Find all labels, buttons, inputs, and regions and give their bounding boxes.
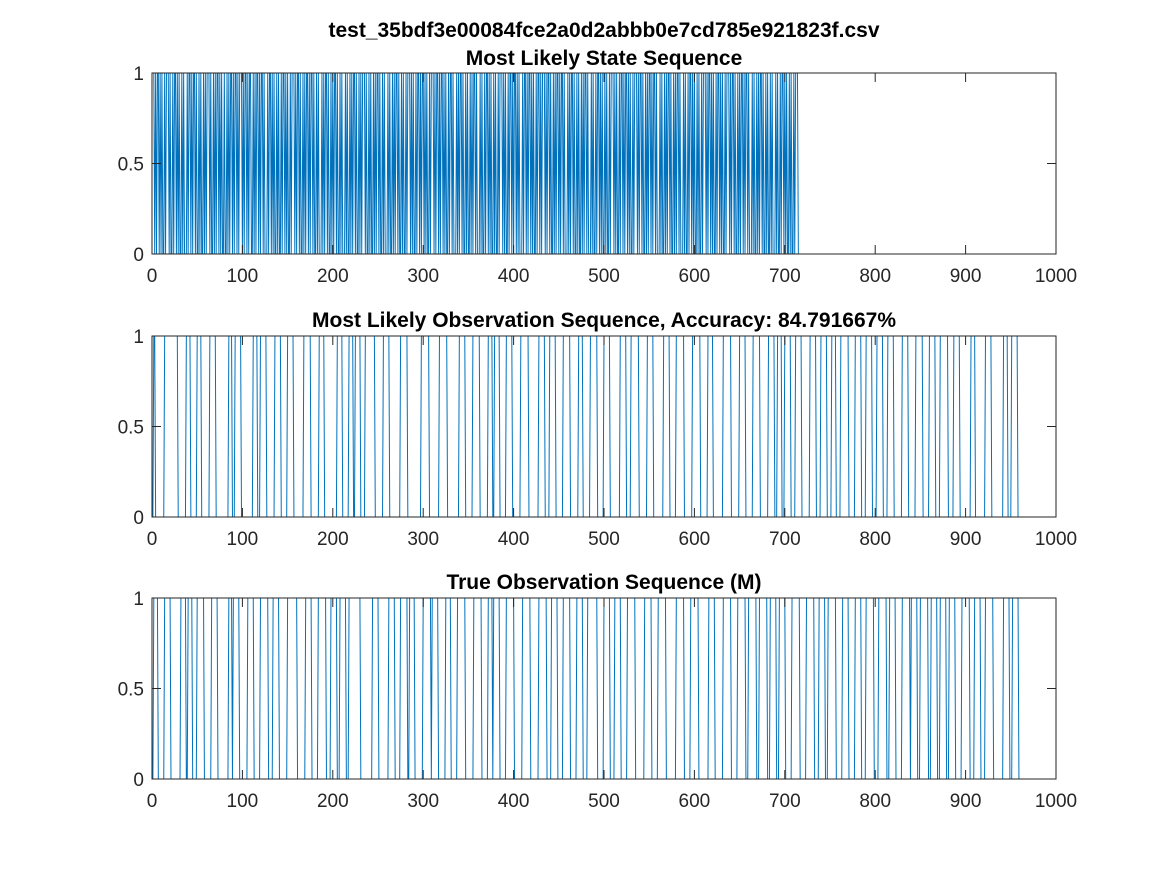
x-tick-label: 700 [769, 266, 801, 287]
y-tick-label: 1 [133, 589, 144, 610]
x-tick-label: 600 [679, 529, 711, 550]
x-tick-label: 700 [769, 529, 801, 550]
subplot-title: Most Likely State Sequence [466, 47, 743, 70]
plot-area: 0 100 200 300 400 500 600 700 800 900 1000 0 0.5 1 [118, 327, 1078, 550]
x-tick-label: 100 [227, 266, 259, 287]
x-tick-label: 600 [679, 266, 711, 287]
x-tick-label: 800 [859, 529, 891, 550]
x-tick-label: 800 [859, 266, 891, 287]
subplot-observation-sequence: Most Likely Observation Sequence, Accura… [118, 309, 1078, 550]
x-tick-label: 900 [950, 529, 982, 550]
y-tick-label: 1 [133, 327, 144, 348]
x-tick-label: 400 [498, 266, 530, 287]
x-tick-label: 400 [498, 529, 530, 550]
plot-area: 0 100 200 300 400 500 600 700 800 900 1000 0 0.5 1 [118, 64, 1078, 287]
y-tick-label: 0.5 [118, 418, 144, 439]
y-tick-label: 1 [133, 64, 144, 85]
x-tick-label: 200 [317, 266, 349, 287]
x-tick-label: 200 [317, 529, 349, 550]
x-tick-label: 0 [147, 529, 158, 550]
x-tick-label: 300 [407, 791, 439, 812]
series-line [152, 72, 1020, 255]
y-tick-label: 0 [133, 245, 144, 266]
x-tick-label: 500 [588, 529, 620, 550]
y-tick-label: 0 [133, 508, 144, 529]
plot-area: 0 100 200 300 400 500 600 700 800 900 1000 0 0.5 1 [118, 589, 1078, 812]
x-tick-label: 200 [317, 791, 349, 812]
x-tick-label: 500 [588, 791, 620, 812]
x-tick-label: 0 [147, 266, 158, 287]
x-tick-label: 500 [588, 266, 620, 287]
x-tick-label: 1000 [1035, 791, 1077, 812]
x-tick-label: 100 [227, 791, 259, 812]
series-line [152, 335, 1020, 518]
subplot-true-observation-sequence: True Observation Sequence (M) 0 100 200 300… [118, 571, 1078, 812]
series-line [152, 597, 1020, 780]
x-tick-label: 100 [227, 529, 259, 550]
subplot-state-sequence: Most Likely State Sequence 0 100 200 300 400… [118, 47, 1078, 287]
x-tick-label: 700 [769, 791, 801, 812]
x-tick-label: 600 [679, 791, 711, 812]
y-tick-label: 0 [133, 770, 144, 791]
x-tick-label: 900 [950, 266, 982, 287]
y-tick-label: 0.5 [118, 680, 144, 701]
x-tick-label: 800 [859, 791, 891, 812]
x-tick-label: 0 [147, 791, 158, 812]
subplot-title: Most Likely Observation Sequence, Accura… [312, 309, 896, 332]
x-tick-label: 900 [950, 791, 982, 812]
figure-suptitle: test_35bdf3e00084fce2a0d2abbb0e7cd785e92… [328, 19, 879, 42]
x-tick-label: 300 [407, 529, 439, 550]
x-tick-label: 400 [498, 791, 530, 812]
x-tick-label: 1000 [1035, 529, 1077, 550]
subplot-title: True Observation Sequence (M) [446, 571, 761, 594]
x-tick-label: 1000 [1035, 266, 1077, 287]
y-tick-label: 0.5 [118, 155, 144, 176]
x-tick-label: 300 [407, 266, 439, 287]
